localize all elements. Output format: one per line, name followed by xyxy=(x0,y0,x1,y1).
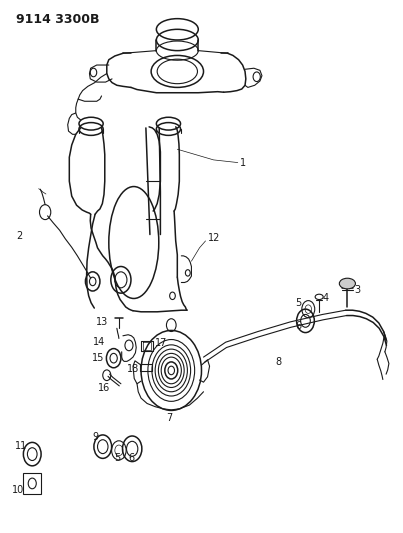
Text: 3: 3 xyxy=(355,286,361,295)
Text: 16: 16 xyxy=(98,383,110,393)
Text: 8: 8 xyxy=(275,358,281,367)
Text: 7: 7 xyxy=(166,414,172,423)
Text: 5: 5 xyxy=(114,454,120,463)
Ellipse shape xyxy=(339,278,355,289)
Text: 2: 2 xyxy=(16,231,23,240)
Bar xyxy=(23,473,41,494)
Text: 6: 6 xyxy=(128,454,134,463)
Text: 18: 18 xyxy=(127,364,139,374)
Text: 9: 9 xyxy=(93,432,99,442)
Text: 1: 1 xyxy=(240,158,246,167)
Text: 12: 12 xyxy=(208,233,220,243)
Text: 10: 10 xyxy=(12,486,24,495)
Text: 4: 4 xyxy=(322,294,328,303)
Text: 17: 17 xyxy=(155,338,168,348)
Text: 6: 6 xyxy=(295,321,301,331)
Text: 14: 14 xyxy=(93,337,106,347)
Text: 5: 5 xyxy=(295,298,301,308)
Text: 11: 11 xyxy=(15,441,27,450)
Text: 15: 15 xyxy=(91,353,104,363)
Text: 13: 13 xyxy=(96,318,108,327)
Text: 9114 3300B: 9114 3300B xyxy=(16,13,100,26)
